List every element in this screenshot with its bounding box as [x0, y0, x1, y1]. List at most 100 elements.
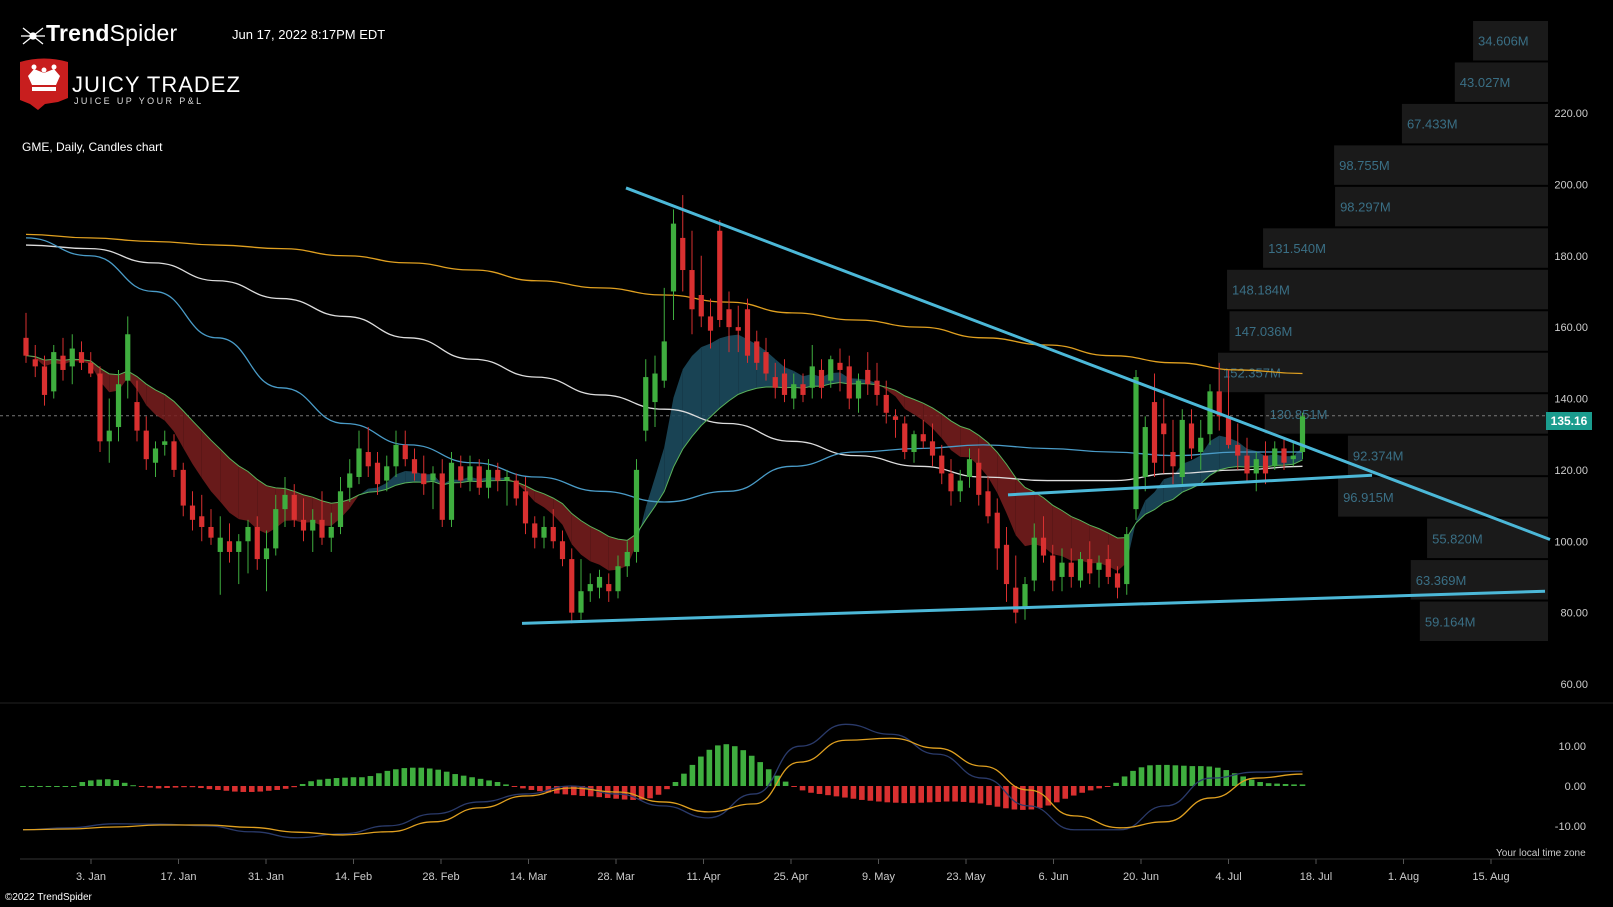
- juicy-tradez-logo-icon: [20, 58, 68, 110]
- candle-body: [772, 377, 778, 388]
- macd-histogram-bar: [265, 786, 272, 791]
- macd-histogram-bar: [816, 786, 823, 794]
- ribbon-segment: [1071, 516, 1081, 561]
- candle-body: [800, 384, 806, 395]
- ribbon-segment: [174, 401, 184, 449]
- trendlines: [521, 186, 1551, 625]
- time-tick-label: 14. Feb: [335, 871, 372, 883]
- ribbon-segment: [692, 347, 702, 437]
- macd-histogram-bar: [1206, 766, 1213, 786]
- candle-body: [217, 537, 223, 552]
- macd-histogram-bar: [570, 786, 577, 796]
- candle-body: [1170, 452, 1176, 467]
- macd-histogram-bar: [460, 775, 467, 786]
- macd-histogram-bar: [87, 780, 94, 786]
- price-tick-label: 80.00: [1560, 608, 1588, 620]
- candle-body: [263, 548, 270, 560]
- candle-body: [78, 352, 85, 363]
- macd-histogram-bar: [1062, 786, 1069, 799]
- macd-histogram-bar: [926, 786, 933, 803]
- candle-body: [356, 448, 362, 478]
- candle-body: [1244, 455, 1250, 474]
- candle-body: [208, 526, 214, 538]
- macd-histogram-bar: [494, 782, 501, 786]
- candle-body: [559, 541, 566, 560]
- ribbon-segment: [1089, 525, 1099, 564]
- macd-histogram-bar: [943, 786, 950, 802]
- macd-histogram-bar: [435, 769, 442, 786]
- price-tick-label: 120.00: [1554, 465, 1588, 477]
- symbol-line: GME, Daily, Candles chart: [22, 140, 163, 154]
- candle-body: [1133, 377, 1139, 510]
- macd-histogram-bar: [892, 786, 899, 803]
- candle-body: [60, 355, 66, 370]
- candle-body: [902, 423, 908, 453]
- macd-histogram-bar: [443, 771, 450, 786]
- macd-histogram-bar: [1257, 782, 1263, 786]
- candle-body: [1040, 537, 1047, 556]
- candle-body: [920, 434, 926, 442]
- macd-histogram-bar: [833, 786, 840, 797]
- macd-histogram-bar: [452, 774, 458, 786]
- macd-histogram-bar: [698, 756, 704, 786]
- macd-histogram-bar: [54, 786, 60, 787]
- candle-body: [837, 362, 843, 370]
- macd-histogram-bar: [723, 744, 730, 786]
- candle-body: [32, 359, 38, 367]
- candle-body: [939, 455, 945, 474]
- candle-body: [347, 473, 353, 488]
- ribbon-segment: [1062, 510, 1072, 561]
- macd-tick-label: -10.00: [1555, 821, 1586, 833]
- macd-histogram-bar: [715, 745, 721, 786]
- ribbon-segment: [544, 493, 554, 515]
- candle-body: [985, 491, 991, 517]
- price-tick-label: 100.00: [1554, 536, 1588, 548]
- macd-histogram-bar: [477, 778, 484, 786]
- macd-histogram-bar: [994, 786, 1001, 807]
- time-tick-label: 28. Feb: [422, 871, 459, 883]
- ribbon-segment: [405, 471, 415, 483]
- macd-histogram-bar: [562, 786, 569, 795]
- vp-bar: [1334, 145, 1548, 185]
- ribbon-segment: [581, 520, 591, 562]
- macd-histogram-bar: [393, 769, 399, 786]
- macd-histogram-bar: [282, 786, 289, 789]
- vp-label: 96.915M: [1343, 490, 1394, 505]
- candle-body: [1281, 448, 1287, 463]
- candle-body: [69, 348, 75, 367]
- volume-profile: 34.606M 43.027M 67.433M 98.755M 98.297M 131.5…: [1218, 21, 1548, 641]
- macd-histogram-bar: [96, 779, 103, 786]
- candle-body: [670, 223, 677, 292]
- ribbon-segment: [368, 487, 378, 493]
- candle-body: [115, 384, 122, 428]
- candle-body: [97, 373, 103, 442]
- candle-body: [282, 494, 288, 510]
- macd-histogram-bar: [1130, 770, 1136, 786]
- macd-histogram-bar: [333, 778, 340, 786]
- macd-histogram-bar: [71, 786, 77, 787]
- macd-histogram-bar: [130, 785, 136, 787]
- ribbon-segment: [1025, 487, 1035, 547]
- candle-body: [948, 473, 954, 492]
- macd-histogram-bar: [520, 786, 526, 789]
- macd-histogram-bar: [223, 786, 230, 791]
- vp-label: 43.027M: [1460, 75, 1511, 90]
- ribbon-segment: [211, 440, 221, 502]
- ribbon-segment: [349, 494, 359, 509]
- time-tick-label: 6. Jun: [1039, 871, 1069, 883]
- ribbon-segment: [137, 376, 147, 406]
- macd-histogram-bar: [367, 776, 374, 786]
- vp-label: 59.164M: [1425, 614, 1476, 629]
- trendline-resistance: [625, 186, 1551, 541]
- timezone-note[interactable]: Your local time zone: [1496, 848, 1586, 859]
- macd-histogram-bar: [121, 782, 128, 786]
- macd-histogram-bar: [850, 786, 857, 799]
- macd-histogram-bar: [257, 786, 264, 792]
- vp-bar: [1454, 62, 1548, 102]
- axes: 60.00 80.00 100.00 120.00 140.00 160.00 180.00…: [76, 108, 1588, 883]
- ribbon-segment: [1034, 491, 1044, 547]
- ribbon-segment: [701, 343, 711, 426]
- macd-histogram-bar: [316, 779, 323, 786]
- macd-histogram-bar: [503, 784, 509, 786]
